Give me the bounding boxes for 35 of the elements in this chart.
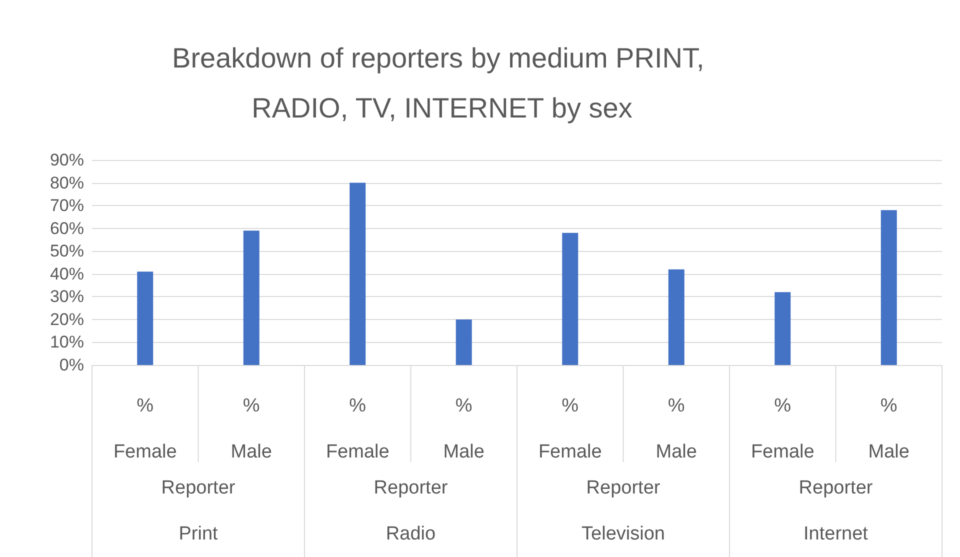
y-tick-label: 60%: [50, 218, 84, 238]
text: Reporter: [586, 478, 661, 498]
category-label: % Female: [538, 396, 602, 462]
text: Print: [178, 524, 218, 544]
category-label: % Male: [230, 396, 272, 462]
category-label: % Female: [326, 396, 390, 462]
bar: [774, 292, 791, 365]
bar: [243, 230, 260, 365]
y-tick-label: 90%: [50, 150, 84, 170]
y-tick-label: 20%: [50, 310, 84, 329]
y-tick-label: 30%: [50, 287, 84, 306]
category-label: % Male: [868, 396, 910, 462]
category-label: % Male: [443, 396, 484, 462]
text: Reporter: [798, 478, 874, 498]
text: Radio: [386, 524, 436, 544]
bar: [668, 269, 684, 365]
y-tick-label: 0%: [59, 356, 84, 374]
bar: [880, 210, 897, 365]
text: Reporter: [374, 478, 448, 498]
y-tick-label: 40%: [50, 264, 84, 284]
chart-title: Breakdown of reporters by medium PRINT, RADIO, TV, INTERNET by sex: [172, 42, 712, 124]
bar: [456, 319, 472, 365]
text: Television: [582, 524, 665, 544]
category-label: % Female: [750, 396, 814, 462]
y-tick-label: 50%: [50, 242, 84, 261]
category-label: % Male: [656, 396, 697, 462]
text: Internet: [804, 524, 869, 544]
y-tick-label: 70%: [50, 196, 84, 216]
text: Reporter: [161, 478, 236, 498]
bar: [137, 272, 154, 365]
category-label: % Female: [113, 396, 177, 462]
bar: [350, 182, 366, 365]
bar: [562, 232, 578, 365]
y-tick-label: 80%: [50, 173, 84, 192]
y-tick-label: 10%: [50, 332, 84, 352]
